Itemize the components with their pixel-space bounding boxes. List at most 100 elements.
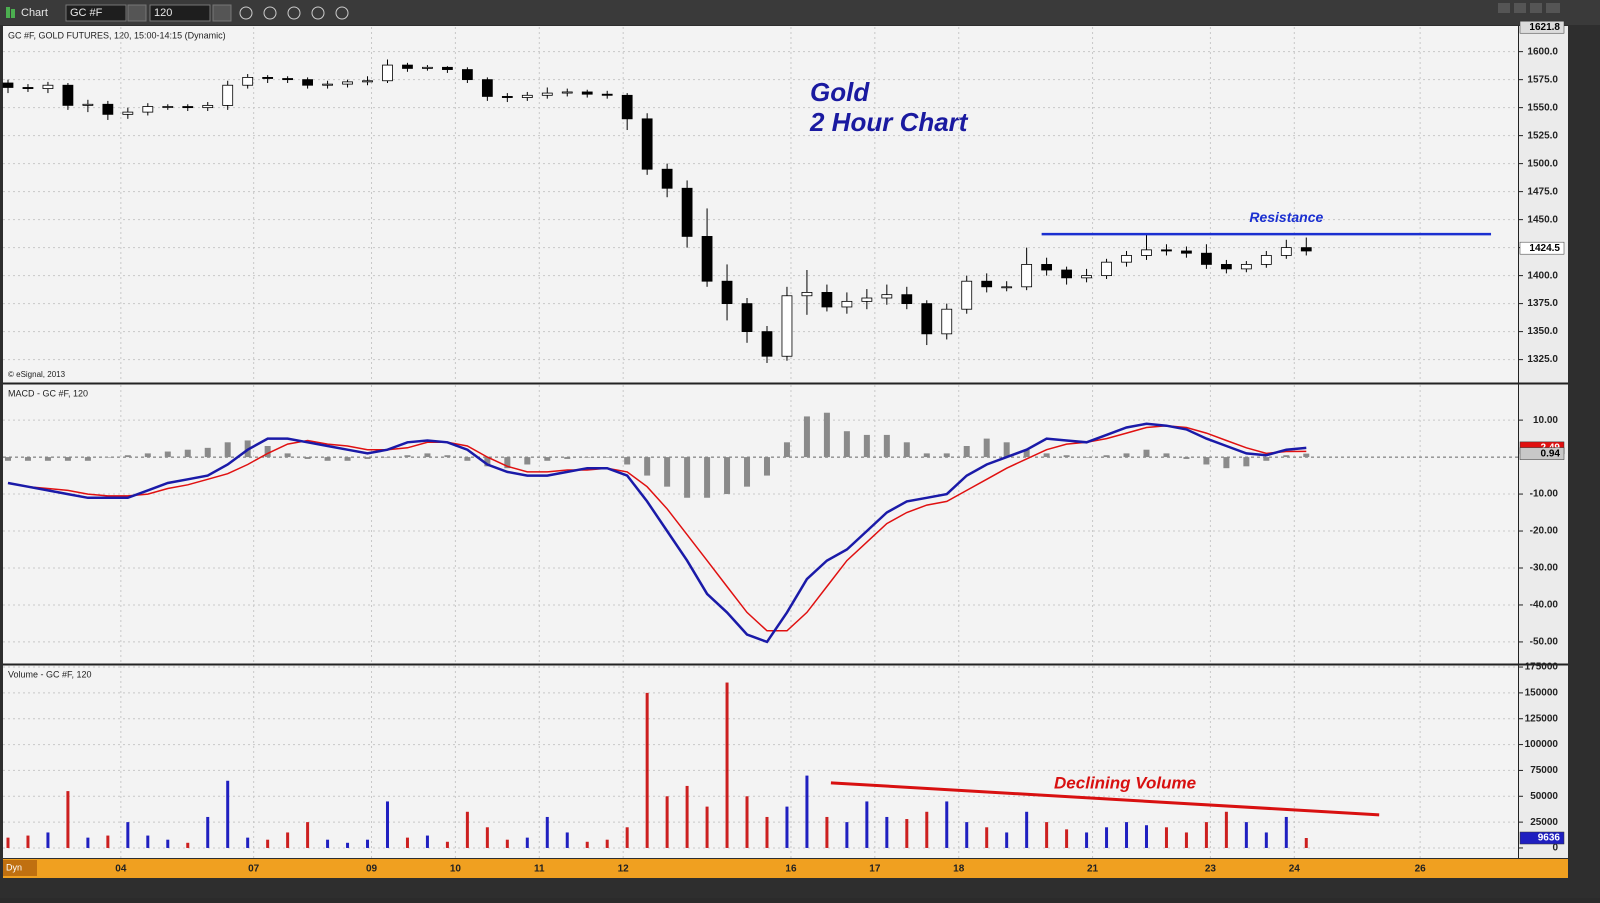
histogram-bar — [1203, 457, 1210, 465]
draw-tool[interactable] — [239, 6, 253, 20]
candle-body — [561, 91, 573, 94]
candle-body — [1181, 250, 1192, 254]
histogram-bar — [364, 457, 371, 459]
volume-bar — [565, 832, 569, 848]
candle-body — [881, 294, 893, 299]
candle-body — [302, 79, 313, 86]
histogram-bar — [284, 453, 291, 458]
volume-bar — [685, 785, 689, 848]
candle-body — [182, 106, 194, 109]
histogram-bar — [4, 457, 11, 461]
candle-body — [402, 64, 413, 69]
candle-body — [661, 168, 673, 189]
histogram-bar — [843, 431, 850, 458]
candle-body — [242, 76, 254, 86]
interval-box[interactable] — [149, 4, 211, 22]
y-tick-label: 1475.0 — [1527, 186, 1558, 197]
symbol-button[interactable] — [127, 4, 147, 22]
volume-bar — [425, 835, 429, 848]
y-tick-label: 150000 — [1525, 688, 1559, 699]
histogram-bar — [1003, 442, 1010, 458]
y-tick-label: -30.00 — [1530, 563, 1559, 574]
candle-body — [741, 303, 753, 333]
y-tick-label: 0 — [1552, 843, 1558, 854]
candle-body — [42, 84, 54, 89]
play-tool[interactable] — [287, 6, 301, 20]
close-button[interactable] — [1546, 3, 1560, 13]
y-tick-label: 1500.0 — [1527, 158, 1558, 169]
volume-bar — [665, 796, 669, 848]
candle-body — [1121, 255, 1132, 263]
volume-panel-title: Volume - GC #F, 120 — [8, 669, 92, 679]
interval-input[interactable]: 120 — [154, 7, 172, 19]
candle-body — [581, 91, 593, 95]
histogram-bar — [744, 457, 751, 487]
candle-body — [961, 280, 973, 310]
minimize-button[interactable] — [1498, 3, 1510, 13]
histogram-bar — [604, 457, 611, 458]
y-tick-label: 50000 — [1530, 791, 1558, 802]
histogram-bar — [444, 455, 451, 458]
candle-body — [481, 79, 493, 97]
volume-bar — [485, 827, 489, 848]
volume-bar — [1085, 832, 1089, 848]
x-tick-label: 24 — [1289, 864, 1301, 875]
candle-body — [422, 66, 433, 69]
volume-bar — [126, 822, 130, 848]
refresh-tool[interactable] — [263, 6, 277, 20]
annotation: Gold — [810, 77, 870, 107]
mode-box[interactable] — [3, 860, 37, 876]
volume-bar — [1025, 811, 1029, 848]
trend-line — [830, 781, 1380, 817]
interval-button[interactable] — [212, 4, 232, 22]
histogram-bar — [1263, 457, 1270, 461]
histogram-bar — [324, 457, 331, 461]
candle-body — [442, 66, 453, 70]
candle-body — [142, 106, 154, 113]
histogram-bar — [763, 457, 770, 476]
zoom-tool[interactable] — [311, 6, 325, 20]
volume-bar — [845, 822, 849, 848]
volume-bar — [226, 780, 230, 848]
maximize-button[interactable] — [1530, 3, 1542, 13]
histogram-bar — [903, 442, 910, 458]
volume-bar — [286, 832, 290, 848]
histogram-last-label: 0.94 — [1541, 448, 1561, 459]
x-tick-label: 11 — [534, 864, 545, 875]
volume-bar — [186, 842, 190, 848]
histogram-bar — [1123, 453, 1130, 458]
histogram-bar — [1283, 455, 1290, 458]
candle-body — [1161, 249, 1172, 252]
candle-body — [162, 106, 174, 108]
link-tool[interactable] — [335, 6, 349, 20]
candle-body — [102, 103, 114, 115]
restore-button[interactable] — [1514, 3, 1526, 13]
volume-bar — [785, 806, 789, 848]
y-tick-label: 1375.0 — [1527, 298, 1558, 309]
volume-bar — [445, 841, 449, 848]
candle-body — [641, 118, 653, 170]
candle-body — [262, 76, 274, 79]
y-tick-label: 175000 — [1525, 662, 1559, 673]
candle-body — [1240, 264, 1252, 270]
symbol-input[interactable]: GC #F — [70, 7, 103, 19]
candle-body — [781, 295, 793, 357]
histogram-bar — [923, 453, 930, 458]
y-tick-label: -20.00 — [1530, 526, 1559, 537]
plot-background — [3, 26, 1518, 858]
candle-body — [921, 303, 933, 335]
candle-body — [461, 69, 473, 81]
histogram-bar — [883, 434, 890, 458]
volume-bar — [545, 816, 549, 848]
x-tick-label: 07 — [248, 864, 260, 875]
symbol-box[interactable] — [65, 4, 127, 22]
volume-bar — [1284, 816, 1288, 848]
volume-bar — [106, 835, 110, 848]
volume-bar — [1144, 825, 1148, 848]
histogram-bar — [84, 457, 91, 461]
histogram-bar — [524, 457, 531, 465]
mode-label[interactable]: Dyn — [6, 862, 22, 872]
candle-body — [841, 300, 853, 308]
volume-bar — [585, 841, 589, 848]
volume-bar — [905, 819, 909, 848]
